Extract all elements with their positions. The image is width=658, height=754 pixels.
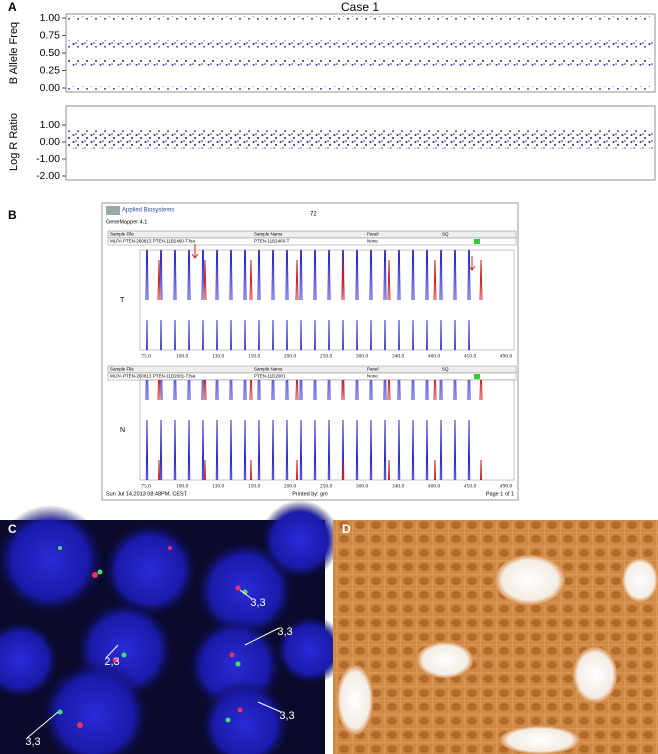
- x-label: 75.0: [141, 483, 151, 489]
- x-label: 250.0: [320, 353, 333, 359]
- y-tick-label: 1.00: [40, 119, 61, 131]
- annotation-arrow: [239, 589, 253, 600]
- x-label: 200.0: [284, 353, 297, 359]
- sample-name: PTEN-11D2001: [254, 374, 286, 379]
- x-label: 450.0: [464, 353, 477, 359]
- y-tick-label: 0.75: [40, 29, 61, 41]
- header-cell: Panel: [367, 367, 379, 372]
- data-row: [107, 237, 517, 246]
- panel-b: B Applied Biosystems GeneMapper 4.1 72 Sampl…: [8, 202, 519, 501]
- x-label: 340.0: [392, 483, 405, 489]
- panel-label: D: [342, 522, 351, 536]
- y-tick-label: 0.50: [40, 47, 61, 59]
- y-axis-label: Log R Ratio: [8, 113, 20, 171]
- signal-count: 3,3: [279, 710, 294, 722]
- page-number: 72: [310, 212, 317, 218]
- header-cell: SQ: [442, 367, 449, 372]
- panel-name: None: [367, 239, 378, 244]
- panel-a: A Case 1 0.00 0.25 0.50 0.75 1.00 B Allele Freq…: [8, 0, 656, 182]
- panel-name: None: [367, 374, 378, 379]
- deletion-arrow: [191, 244, 199, 259]
- annotation-arrow: [257, 701, 282, 713]
- header-cell: Sample Name: [254, 232, 283, 237]
- x-label: 100.0: [176, 483, 189, 489]
- x-label: 75.0: [141, 353, 151, 359]
- point-cloud: [68, 130, 653, 149]
- x-label: 340.0: [392, 353, 405, 359]
- y-tick-label: 0.00: [40, 82, 61, 94]
- footer-page: Page 1 of 1: [486, 491, 514, 497]
- red-peaks: [142, 250, 512, 350]
- plot-area: [65, 13, 656, 93]
- app-name: GeneMapper 4.1: [106, 219, 147, 225]
- point-cloud: [68, 86, 653, 90]
- x-label: 300.0: [356, 483, 369, 489]
- panel-label: C: [8, 522, 17, 536]
- header-cell: Sample File: [110, 367, 134, 372]
- header-cell: Panel: [367, 232, 379, 237]
- annotation-arrow: [105, 644, 119, 659]
- deletion-arrow: [468, 256, 476, 271]
- panel-label: A: [8, 0, 17, 14]
- header-cell: Sample Name: [254, 367, 283, 372]
- y-tick-label: -2.00: [36, 170, 60, 182]
- signal-count: 2,3: [104, 656, 119, 668]
- panel-c: C 3,3 3,3 2,3 3,3 3,3: [0, 500, 345, 754]
- x-label: 490.0: [500, 353, 513, 359]
- x-label: 400.0: [428, 353, 441, 359]
- signal-count: 3,3: [277, 626, 292, 638]
- logo: Applied Biosystems: [122, 208, 174, 214]
- y-axis-label: B Allele Freq: [8, 22, 20, 84]
- signal-count: 3,3: [250, 597, 265, 609]
- x-label: 450.0: [464, 483, 477, 489]
- sample-name: PTEN-11B2460-T: [254, 239, 290, 244]
- signal-count: 3,3: [25, 736, 40, 748]
- x-label: 130.0: [212, 483, 225, 489]
- sample-file: MLPA PTEN-260813 PTEN-11D2001-T.fsa: [110, 374, 196, 379]
- sample-file: MLPA PTEN-260813 PTEN-11B2460-T.fsa: [110, 239, 195, 244]
- y-tick-label: 0.00: [40, 136, 61, 148]
- y-tick-label: 1.00: [40, 12, 61, 24]
- header-cell: SQ: [442, 232, 449, 237]
- red-peaks: [142, 380, 512, 480]
- x-label: 200.0: [284, 483, 297, 489]
- annotation-arrow: [26, 711, 59, 739]
- x-label: 490.0: [500, 483, 513, 489]
- point-cloud: [68, 58, 653, 66]
- x-label: 250.0: [320, 483, 333, 489]
- annotation-arrow: [244, 627, 280, 646]
- x-label: 150.0: [248, 483, 261, 489]
- logo-badge: [106, 206, 120, 215]
- header-row: [107, 365, 517, 374]
- panel-label: B: [8, 208, 17, 222]
- header-row: [107, 230, 517, 239]
- point-cloud: [68, 40, 653, 48]
- y-tick-label: -1.00: [36, 153, 60, 165]
- footer-printed: Printed by: gm: [292, 491, 328, 497]
- y-tick-label: 0.25: [40, 64, 61, 76]
- x-label: 300.0: [356, 353, 369, 359]
- header-cell: Sample File: [110, 232, 134, 237]
- x-label: 130.0: [212, 353, 225, 359]
- fish-signals: [57, 546, 248, 728]
- x-label: 150.0: [248, 353, 261, 359]
- panel-d: D: [333, 520, 658, 754]
- x-label: 100.0: [176, 353, 189, 359]
- ihc-lumens: [337, 555, 658, 754]
- x-label: 400.0: [428, 483, 441, 489]
- point-cloud: [68, 16, 653, 20]
- fish-nuclei: [0, 500, 345, 754]
- ihc-background: [333, 520, 658, 754]
- channel-label: N: [120, 427, 125, 434]
- channel-label: T: [120, 297, 125, 304]
- footer-date: Sun Jul 14,2013 08:48PM, CEST: [106, 491, 188, 497]
- chart-title: Case 1: [341, 0, 379, 14]
- status-flag: [474, 374, 480, 379]
- status-flag: [474, 239, 480, 244]
